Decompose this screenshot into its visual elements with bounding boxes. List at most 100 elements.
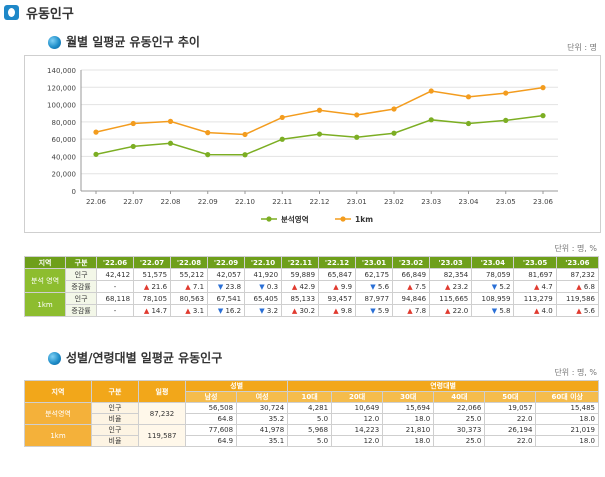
rate-text: 6.8 — [583, 282, 595, 291]
change-rate-value: ▲ 42.9 — [281, 280, 320, 293]
y-tick-label: 60,000 — [52, 136, 77, 144]
population-value: 67,541 — [207, 292, 246, 305]
change-rate-value: ▼ 5.8 — [471, 304, 515, 317]
rate-text: 7.5 — [414, 282, 427, 291]
column-header: '22.06 — [96, 256, 135, 269]
arrow-up-icon: ▲ — [407, 306, 415, 315]
gender-value: 30,724 — [236, 402, 289, 414]
column-header: '22.08 — [170, 256, 209, 269]
arrow-up-icon: ▲ — [533, 282, 542, 291]
arrow-down-icon: ▼ — [370, 282, 378, 291]
table-row: 1km 인구 119,587 77,608 41,978 5,968 14,223 21,81… — [24, 424, 599, 447]
age-value: 10,649 — [331, 402, 384, 414]
rate-text: 16.2 — [225, 306, 242, 315]
rate-text: 5.6 — [377, 282, 390, 291]
arrow-down-icon: ▼ — [217, 306, 226, 315]
arrow-up-icon: ▲ — [185, 282, 193, 291]
x-tick-label: 23.06 — [533, 198, 554, 206]
age-value: 21,019 — [535, 424, 599, 436]
column-header: '22.10 — [244, 256, 283, 269]
age-value: 26,194 — [484, 424, 537, 436]
legend-swatch-marker — [266, 216, 272, 222]
arrow-up-icon: ▲ — [185, 306, 193, 315]
data-point — [242, 131, 248, 138]
x-tick-label: 23.01 — [347, 198, 367, 206]
column-header: 남성 — [184, 391, 238, 403]
x-tick-label: 23.05 — [496, 198, 516, 206]
change-rate-value: ▲ 4.7 — [513, 280, 557, 293]
arrow-up-icon: ▲ — [291, 306, 300, 315]
arrow-down-icon: ▼ — [259, 282, 267, 291]
arrow-down-icon: ▼ — [217, 282, 226, 291]
change-rate-value: ▼ 23.8 — [207, 280, 246, 293]
arrow-up-icon: ▲ — [576, 282, 584, 291]
rate-text: 3.2 — [266, 306, 279, 315]
legend-swatch-marker — [340, 216, 346, 222]
change-rate-value: ▼ 5.6 — [355, 280, 394, 293]
arrow-down-icon: ▼ — [370, 306, 378, 315]
data-point — [316, 107, 323, 113]
rate-text: - — [113, 282, 117, 291]
rate-text: 14.7 — [151, 306, 168, 315]
age-value: 18.0 — [382, 413, 435, 425]
section1-title: 월별 일평균 유동인구 추이 — [66, 35, 200, 49]
population-value: 93,457 — [318, 292, 357, 305]
data-point — [391, 130, 397, 136]
daily-total: 87,232 — [138, 402, 186, 425]
y-tick-label: 20,000 — [52, 171, 77, 179]
table-row: 증감률 - ▲ 14.7 ▲ 3.1 ▼ 16.2 ▼ 3.2 ▲ 30.2 ▲ 9.8 ▼ 5… — [25, 304, 600, 317]
population-value: 87,232 — [555, 268, 600, 281]
rate-text: 5.2 — [499, 282, 511, 291]
data-point — [130, 120, 136, 127]
data-point — [465, 120, 472, 127]
age-value: 21,810 — [382, 424, 435, 436]
age-value: 12.0 — [331, 435, 384, 447]
column-header: '22.07 — [133, 256, 172, 269]
row-label: 인구 — [65, 268, 98, 281]
arrow-down-icon: ▼ — [491, 282, 500, 291]
age-value: 18.0 — [535, 413, 599, 425]
age-value: 22.0 — [484, 413, 537, 425]
change-rate-value: ▼ 3.2 — [244, 304, 283, 317]
col-region: 지역 — [24, 380, 92, 403]
data-point — [354, 134, 360, 140]
change-rate-value: ▲ 5.6 — [555, 304, 600, 317]
change-rate-value: ▲ 6.8 — [555, 280, 600, 293]
data-point — [93, 129, 99, 135]
change-rate-value: ▲ 9.8 — [318, 304, 357, 317]
x-tick-label: 22.08 — [160, 198, 180, 206]
age-value: 25.0 — [433, 413, 486, 425]
data-point — [205, 152, 211, 158]
region-cell: 1km — [24, 424, 92, 447]
population-value: 85,133 — [281, 292, 320, 305]
line-chart: 0 20,000 40,000 60,000 80,000 100,000 120,000 1… — [47, 67, 558, 224]
row-label: 인구 — [65, 292, 98, 305]
section-bullet-icon — [48, 36, 61, 49]
population-value: 119,586 — [555, 292, 600, 305]
arrow-up-icon: ▲ — [445, 306, 453, 315]
people-icon — [4, 5, 19, 20]
region-cell: 1km — [23, 292, 67, 317]
rate-text: 5.8 — [499, 306, 511, 315]
table-row: 비율 64.8 35.2 5.0 12.0 18.0 25.0 22.0 18.0 — [25, 413, 599, 425]
age-value: 18.0 — [382, 435, 435, 447]
col-gender-group: 성별 — [184, 380, 289, 392]
population-value: 94,846 — [392, 292, 431, 305]
data-point — [540, 85, 546, 91]
arrow-up-icon: ▲ — [333, 306, 341, 315]
row-label: 인구 — [91, 424, 139, 436]
data-point — [279, 114, 285, 121]
age-value: 25.0 — [433, 435, 486, 447]
arrow-down-icon: ▼ — [491, 306, 500, 315]
table2-unit: 단위 : 명, % — [554, 368, 597, 377]
gender-value: 56,508 — [184, 402, 238, 414]
data-point — [391, 106, 397, 112]
x-tick-label: 22.09 — [198, 198, 218, 206]
population-value: 78,059 — [471, 268, 515, 281]
age-value: 22.0 — [484, 435, 537, 447]
arrow-up-icon: ▲ — [333, 282, 341, 291]
column-header: 구분 — [65, 256, 98, 269]
gender-value: 64.9 — [184, 435, 238, 447]
population-value: 82,354 — [429, 268, 473, 281]
y-tick-label: 40,000 — [52, 153, 77, 161]
